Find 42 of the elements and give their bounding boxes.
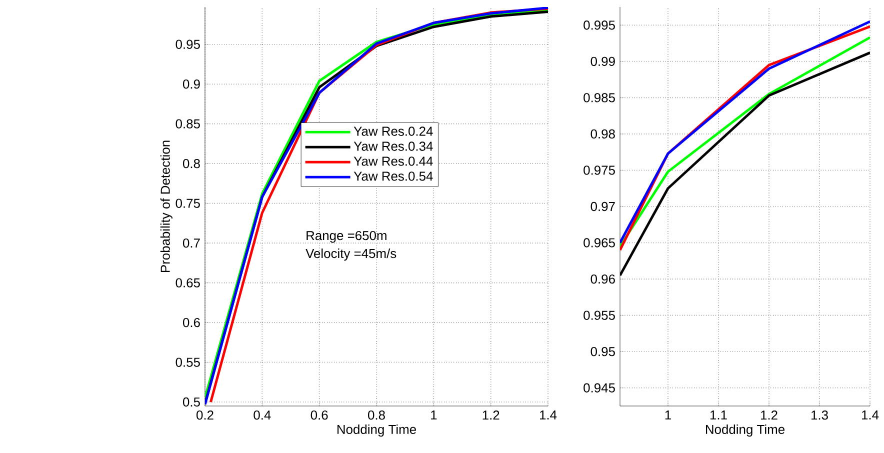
y-axis-title: Probability of Detection [160,140,172,272]
y-tick-label: 0.95 [590,347,615,356]
y-tick-label: 0.97 [590,202,615,212]
annotation: Velocity =45m/s [306,248,396,261]
y-tick-label: 0.985 [584,93,615,102]
y-tick-label: 0.5 [182,397,200,407]
x-tick-label: 1 [665,410,671,420]
y-tick-label: 0.995 [584,20,615,30]
y-tick-label: 0.75 [176,198,200,208]
x-tick-label: 1.2 [482,410,500,420]
legend-label: Yaw Res.0.44 [354,156,433,166]
y-tick-label: 0.65 [176,278,200,288]
x-tick-label: 1 [431,410,437,420]
x-tick-label: 0.8 [368,410,385,420]
y-tick-label: 0.8 [182,158,200,168]
y-tick-label: 0.98 [590,129,615,139]
annotation: Range =650m [306,230,386,243]
legend-label: Yaw Res.0.34 [354,142,433,151]
y-tick-label: 0.85 [176,119,200,128]
x-tick-label: 1.4 [862,410,879,420]
x-axis-title: Nodding Time [337,424,416,437]
legend-label: Yaw Res.0.24 [354,126,433,136]
x-tick-label: 1.3 [811,410,828,420]
x-tick-label: 0.4 [254,410,271,420]
x-tick-label: 1.1 [710,410,727,420]
y-tick-label: 0.7 [182,238,200,248]
x-tick-label: 0.6 [310,410,328,420]
y-tick-label: 0.99 [590,56,615,66]
y-tick-label: 0.955 [584,310,615,320]
x-tick-label: 0.2 [196,410,214,420]
y-tick-label: 0.9 [182,80,200,89]
y-tick-label: 0.95 [176,40,200,49]
x-axis-title: Nodding Time [706,424,784,437]
x-tick-label: 1.2 [760,410,778,420]
x-tick-label: 1.4 [540,410,557,420]
y-tick-label: 0.6 [182,318,200,328]
y-tick-label: 0.55 [176,358,200,367]
y-tick-label: 0.975 [584,166,615,175]
legend-label: Yaw Res.0.54 [354,172,433,181]
y-tick-label: 0.965 [584,238,615,248]
y-tick-label: 0.96 [590,274,615,284]
y-tick-label: 0.945 [584,383,615,392]
